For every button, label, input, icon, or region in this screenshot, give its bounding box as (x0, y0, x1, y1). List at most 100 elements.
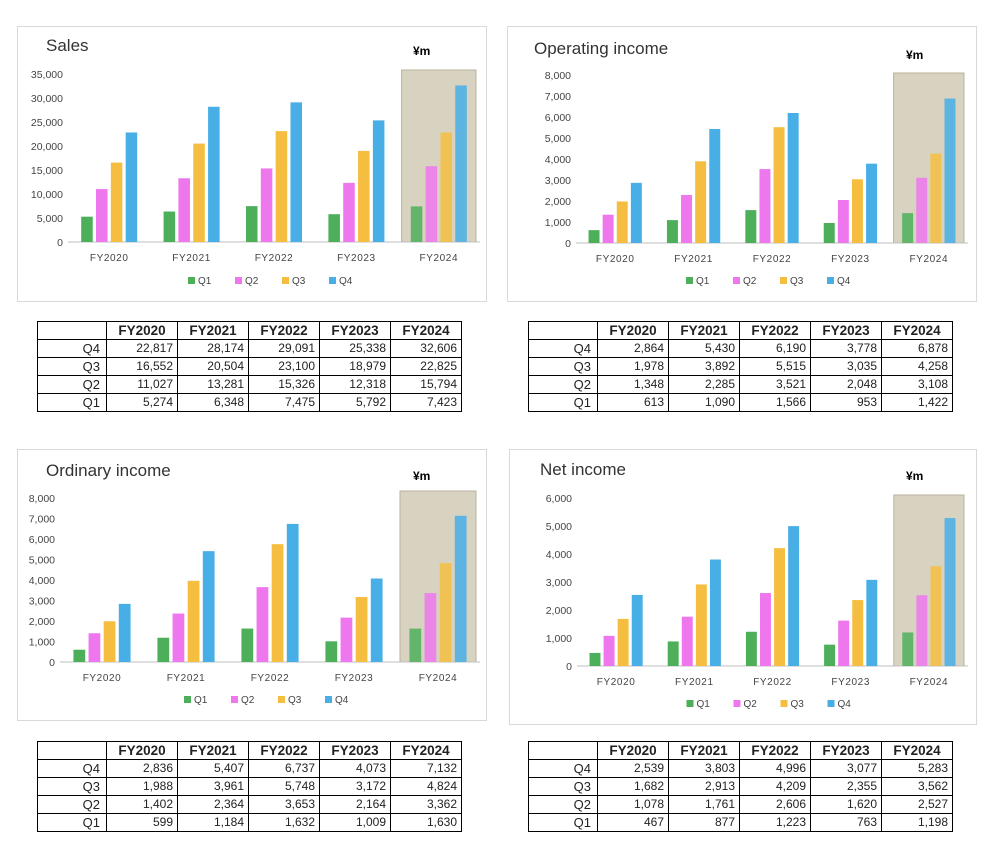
net-income-legend-swatch-q3 (780, 700, 788, 707)
net-income-table-corner (528, 741, 598, 760)
net-income-bar-fy2020-q1 (589, 652, 601, 666)
net-income-table-column-header: FY2023 (810, 741, 882, 760)
operating-income-y-tick-label: 3,000 (545, 175, 571, 187)
ordinary-income-legend-swatch-q3 (278, 696, 285, 703)
sales-bar-fy2022-q3 (275, 131, 288, 242)
operating-income-table-cell: 953 (810, 393, 882, 412)
net-income-bar-fy2021-q3 (695, 584, 707, 666)
operating-income-bar-fy2022-q4 (787, 113, 799, 243)
ordinary-income-bar-fy2021-q2 (172, 613, 185, 662)
net-income-bar-fy2022-q1 (745, 631, 757, 666)
net-income-table-cell: 5,283 (881, 759, 953, 778)
sales-table-cell: 7,423 (390, 393, 462, 412)
ordinary-income-table-row: Q3 1,988 3,961 5,748 3,172 4,824 (37, 777, 462, 796)
net-income-table-column-header: FY2020 (597, 741, 669, 760)
operating-income-y-tick-label: 2,000 (545, 196, 571, 208)
ordinary-income-table-row-label: Q3 (37, 777, 107, 796)
ordinary-income-table-cell: 1,009 (319, 813, 391, 832)
net-income-table-row-label: Q3 (528, 777, 598, 796)
sales-table-column-header: FY2021 (177, 321, 249, 340)
sales-table-corner (37, 321, 107, 340)
ordinary-income-table-column-header: FY2022 (248, 741, 320, 760)
net-income-chart-panel: Net income ¥m 0 1,000 2,000 3,000 4,000 5,000 6,… (509, 449, 977, 725)
operating-income-table-cell: 3,892 (668, 357, 740, 376)
net-income-table-cell: 1,682 (597, 777, 669, 796)
sales-bar-fy2023-q1 (328, 214, 340, 242)
sales-legend-label-q1: Q1 (198, 276, 212, 287)
net-income-table-row: Q3 1,682 2,913 4,209 2,355 3,562 (528, 777, 953, 796)
ordinary-income-bar-fy2020-q2 (88, 633, 101, 662)
sales-bar-fy2022-q4 (290, 102, 303, 243)
sales-table-cell: 25,338 (319, 339, 391, 358)
sales-table-cell: 5,792 (319, 393, 391, 412)
net-income-bar-fy2022-q3 (774, 548, 786, 666)
sales-category-label: FY2021 (172, 253, 211, 264)
ordinary-income-legend-swatch-q1 (184, 696, 191, 703)
net-income-table-cell: 2,606 (739, 795, 811, 814)
sales-table-cell: 20,504 (177, 357, 249, 376)
ordinary-income-bar-fy2024-q2 (424, 593, 437, 662)
ordinary-income-bar-fy2021-q4 (202, 551, 215, 662)
ordinary-income-y-tick-label: 1,000 (29, 637, 55, 649)
ordinary-income-table-column-header: FY2021 (177, 741, 249, 760)
ordinary-income-category-label: FY2023 (335, 673, 374, 684)
ordinary-income-bar-fy2022-q4 (286, 523, 299, 662)
operating-income-table: FY2020 FY2021 FY2022 FY2023 FY2024 Q4 2,864 5,4… (528, 321, 953, 412)
net-income-y-tick-label: 4,000 (546, 549, 572, 561)
net-income-y-tick-label: 5,000 (546, 521, 572, 533)
operating-income-table-cell: 4,258 (881, 357, 953, 376)
sales-category-label: FY2024 (419, 253, 458, 264)
operating-income-table-row-label: Q3 (528, 357, 598, 376)
ordinary-income-y-tick-label: 8,000 (29, 493, 55, 505)
operating-income-y-tick-label: 7,000 (545, 91, 571, 103)
operating-income-bar-fy2024-q3 (930, 153, 942, 243)
net-income-bar-fy2020-q3 (617, 618, 629, 666)
operating-income-y-tick-label: 4,000 (545, 154, 571, 166)
net-income-bar-fy2023-q3 (852, 600, 864, 666)
net-income-table-cell: 763 (810, 813, 882, 832)
ordinary-income-legend-label-q2: Q2 (241, 695, 255, 706)
sales-table-cell: 11,027 (106, 375, 178, 394)
ordinary-income-y-tick-label: 7,000 (29, 514, 55, 526)
sales-table-row-label: Q2 (37, 375, 107, 394)
net-income-bar-fy2024-q1 (902, 632, 914, 666)
operating-income-y-tick-label: 5,000 (545, 133, 571, 145)
net-income-table-cell: 3,803 (668, 759, 740, 778)
operating-income-bar-fy2023-q4 (866, 163, 878, 243)
sales-bar-fy2024-q1 (410, 206, 423, 242)
ordinary-income-bar-fy2021-q1 (157, 637, 170, 662)
operating-income-y-tick-label: 0 (565, 238, 571, 250)
ordinary-income-category-label: FY2020 (83, 673, 122, 684)
net-income-bar-fy2024-q3 (930, 566, 942, 666)
sales-table-cell: 28,174 (177, 339, 249, 358)
sales-table-row-label: Q4 (37, 339, 107, 358)
operating-income-table-cell: 6,190 (739, 339, 811, 358)
operating-income-table-column-header: FY2020 (597, 321, 669, 340)
operating-income-bar-fy2021-q1 (666, 220, 678, 243)
net-income-bar-fy2022-q4 (788, 526, 800, 666)
net-income-bar-fy2021-q2 (681, 616, 693, 666)
net-income-table-cell: 877 (668, 813, 740, 832)
net-income-table-row-label: Q1 (528, 813, 598, 832)
sales-y-tick-label: 15,000 (31, 165, 63, 177)
operating-income-chart-panel: Operating income ¥m 0 1,000 2,000 3,000 4,000 5… (507, 26, 977, 302)
sales-chart-panel: Sales ¥m 0 5,000 10,000 15,000 20,000 25,000 30,… (17, 26, 487, 302)
net-income-category-label: FY2022 (753, 677, 792, 688)
net-income-table-cell: 2,913 (668, 777, 740, 796)
ordinary-income-table-cell: 599 (106, 813, 178, 832)
operating-income-table-cell: 5,515 (739, 357, 811, 376)
operating-income-table-row-label: Q4 (528, 339, 598, 358)
operating-income-bar-fy2022-q3 (773, 127, 785, 243)
operating-income-bar-fy2021-q4 (709, 128, 721, 243)
sales-table-cell: 32,606 (390, 339, 462, 358)
operating-income-y-tick-label: 1,000 (545, 217, 571, 229)
ordinary-income-y-tick-label: 3,000 (29, 596, 55, 608)
operating-income-table-cell: 1,348 (597, 375, 669, 394)
operating-income-category-label: FY2020 (596, 254, 635, 265)
sales-legend-swatch-q2 (235, 277, 242, 284)
ordinary-income-legend-swatch-q2 (231, 696, 238, 703)
ordinary-income-bar-fy2024-q4 (454, 515, 467, 662)
net-income-bar-fy2023-q4 (866, 579, 878, 666)
sales-table-cell: 22,817 (106, 339, 178, 358)
net-income-table-column-header: FY2021 (668, 741, 740, 760)
